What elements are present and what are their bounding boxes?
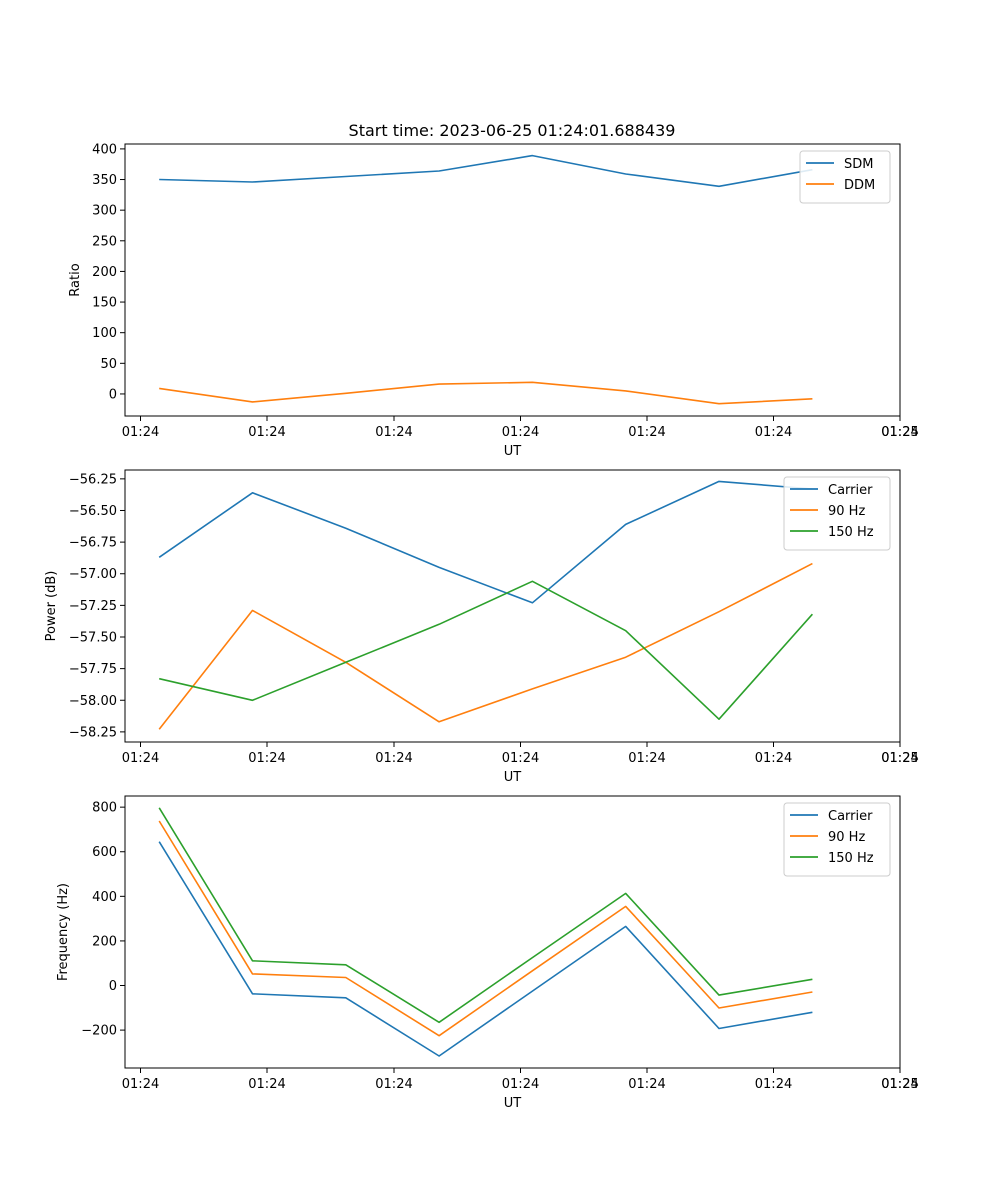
series-line-90-hz bbox=[158, 562, 813, 730]
x-tick-label: 01:25 bbox=[881, 751, 918, 766]
series-line-90-hz bbox=[158, 820, 813, 1037]
x-tick-label: 01:24 bbox=[755, 1077, 792, 1092]
y-tick-label: 800 bbox=[92, 801, 117, 816]
x-tick-label: 01:25 bbox=[881, 425, 918, 440]
ticks-group: 01:24 01:24 01:24 01:24 01:24 01:24 01:2401:25… bbox=[81, 801, 918, 1092]
ticks-group: 01:24 01:24 01:24 01:24 01:24 01:24 01:2401:25… bbox=[69, 472, 919, 766]
y-tick-label: 600 bbox=[92, 845, 117, 860]
plot-frame bbox=[124, 795, 901, 1069]
y-tick-label: 50 bbox=[100, 357, 117, 372]
y-tick-label: 200 bbox=[92, 265, 117, 280]
x-tick-label: 01:24 bbox=[628, 425, 665, 440]
x-tick-label: 01:24 bbox=[502, 425, 539, 440]
x-axis-label: UT bbox=[504, 770, 522, 785]
x-tick-label: 01:25 bbox=[881, 1077, 918, 1092]
x-tick-label: 01:24 bbox=[502, 1077, 539, 1092]
series-line-ddm bbox=[159, 381, 813, 405]
ticks-group: 01:24 01:24 01:24 01:24 01:24 01:24 01:2401:25… bbox=[92, 142, 919, 440]
legend-label: Carrier bbox=[828, 483, 873, 498]
y-tick-label: −200 bbox=[81, 1024, 117, 1039]
y-tick-label: −56.75 bbox=[69, 536, 117, 551]
y-axis-label: Frequency (Hz) bbox=[56, 883, 71, 981]
series-line-sdm bbox=[159, 154, 813, 188]
y-tick-label: 200 bbox=[92, 934, 117, 949]
x-tick-label: 01:24 bbox=[122, 751, 159, 766]
x-tick-label: 01:24 bbox=[375, 425, 412, 440]
x-tick-label: 01:24 bbox=[122, 425, 159, 440]
legend: Carrier 90 Hz 150 Hz bbox=[783, 802, 891, 877]
x-axis-label: UT bbox=[504, 1096, 522, 1111]
x-tick-label: 01:24 bbox=[881, 1077, 918, 1092]
series-line-150-hz bbox=[158, 807, 813, 1024]
x-tick-label: 01:24 bbox=[248, 1077, 285, 1092]
y-tick-label: 400 bbox=[92, 142, 117, 157]
y-tick-label: 300 bbox=[92, 204, 117, 219]
y-tick-label: −57.25 bbox=[69, 599, 117, 614]
series-group bbox=[158, 807, 813, 1057]
chart-title: Start time: 2023-06-25 01:24:01.688439 bbox=[349, 121, 676, 140]
y-tick-label: 0 bbox=[109, 979, 117, 994]
x-axis-label: UT bbox=[504, 444, 522, 459]
subplot-frequency: 01:24 01:24 01:24 01:24 01:24 01:24 01:2401:25… bbox=[56, 795, 919, 1111]
x-tick-label: 01:24 bbox=[122, 1077, 159, 1092]
subplot-ratio: Start time: 2023-06-25 01:24:01.688439 0… bbox=[68, 121, 919, 459]
y-tick-label: 100 bbox=[92, 326, 117, 341]
y-tick-label: −56.25 bbox=[69, 472, 117, 487]
y-axis-label: Power (dB) bbox=[44, 571, 59, 642]
series-line-carrier bbox=[158, 841, 813, 1057]
x-tick-label: 01:24 bbox=[755, 751, 792, 766]
y-tick-label: 350 bbox=[92, 173, 117, 188]
x-tick-label: 01:24 bbox=[628, 1077, 665, 1092]
plot-frame bbox=[124, 469, 901, 743]
x-tick-label: 01:24 bbox=[248, 425, 285, 440]
y-tick-label: 150 bbox=[92, 296, 117, 311]
series-group bbox=[158, 480, 813, 730]
x-tick-label: 01:24 bbox=[248, 751, 285, 766]
legend-label: Carrier bbox=[828, 809, 873, 824]
y-tick-label: −57.00 bbox=[69, 567, 117, 582]
series-group bbox=[159, 154, 813, 405]
legend: Carrier 90 Hz 150 Hz bbox=[783, 476, 891, 551]
x-tick-label: 01:24 bbox=[755, 425, 792, 440]
y-tick-label: 400 bbox=[92, 890, 117, 905]
y-tick-label: −58.00 bbox=[69, 694, 117, 709]
x-tick-label: 01:24 bbox=[502, 751, 539, 766]
legend-label: 90 Hz bbox=[828, 830, 865, 845]
x-tick-label: 01:24 bbox=[628, 751, 665, 766]
legend: SDM DDM bbox=[799, 150, 891, 204]
legend-box bbox=[799, 150, 891, 204]
series-line-150-hz bbox=[159, 580, 813, 721]
y-axis-label: Ratio bbox=[68, 263, 83, 296]
legend-label: 150 Hz bbox=[828, 525, 874, 540]
x-tick-label: 01:24 bbox=[881, 751, 918, 766]
y-tick-label: 250 bbox=[92, 234, 117, 249]
x-tick-label: 01:24 bbox=[375, 751, 412, 766]
subplot-power: 01:24 01:24 01:24 01:24 01:24 01:24 01:2401:25… bbox=[44, 469, 919, 785]
y-tick-label: −57.50 bbox=[69, 630, 117, 645]
y-tick-label: −57.75 bbox=[69, 662, 117, 677]
y-tick-label: 0 bbox=[109, 387, 117, 402]
y-tick-label: −56.50 bbox=[69, 504, 117, 519]
y-tick-label: −58.25 bbox=[69, 725, 117, 740]
legend-label: SDM bbox=[844, 157, 873, 172]
legend-label: DDM bbox=[844, 178, 875, 193]
legend-label: 90 Hz bbox=[828, 504, 865, 519]
series-line-carrier bbox=[158, 480, 813, 604]
plot-frame bbox=[124, 143, 901, 417]
legend-label: 150 Hz bbox=[828, 851, 874, 866]
x-tick-label: 01:24 bbox=[881, 425, 918, 440]
x-tick-label: 01:24 bbox=[375, 1077, 412, 1092]
